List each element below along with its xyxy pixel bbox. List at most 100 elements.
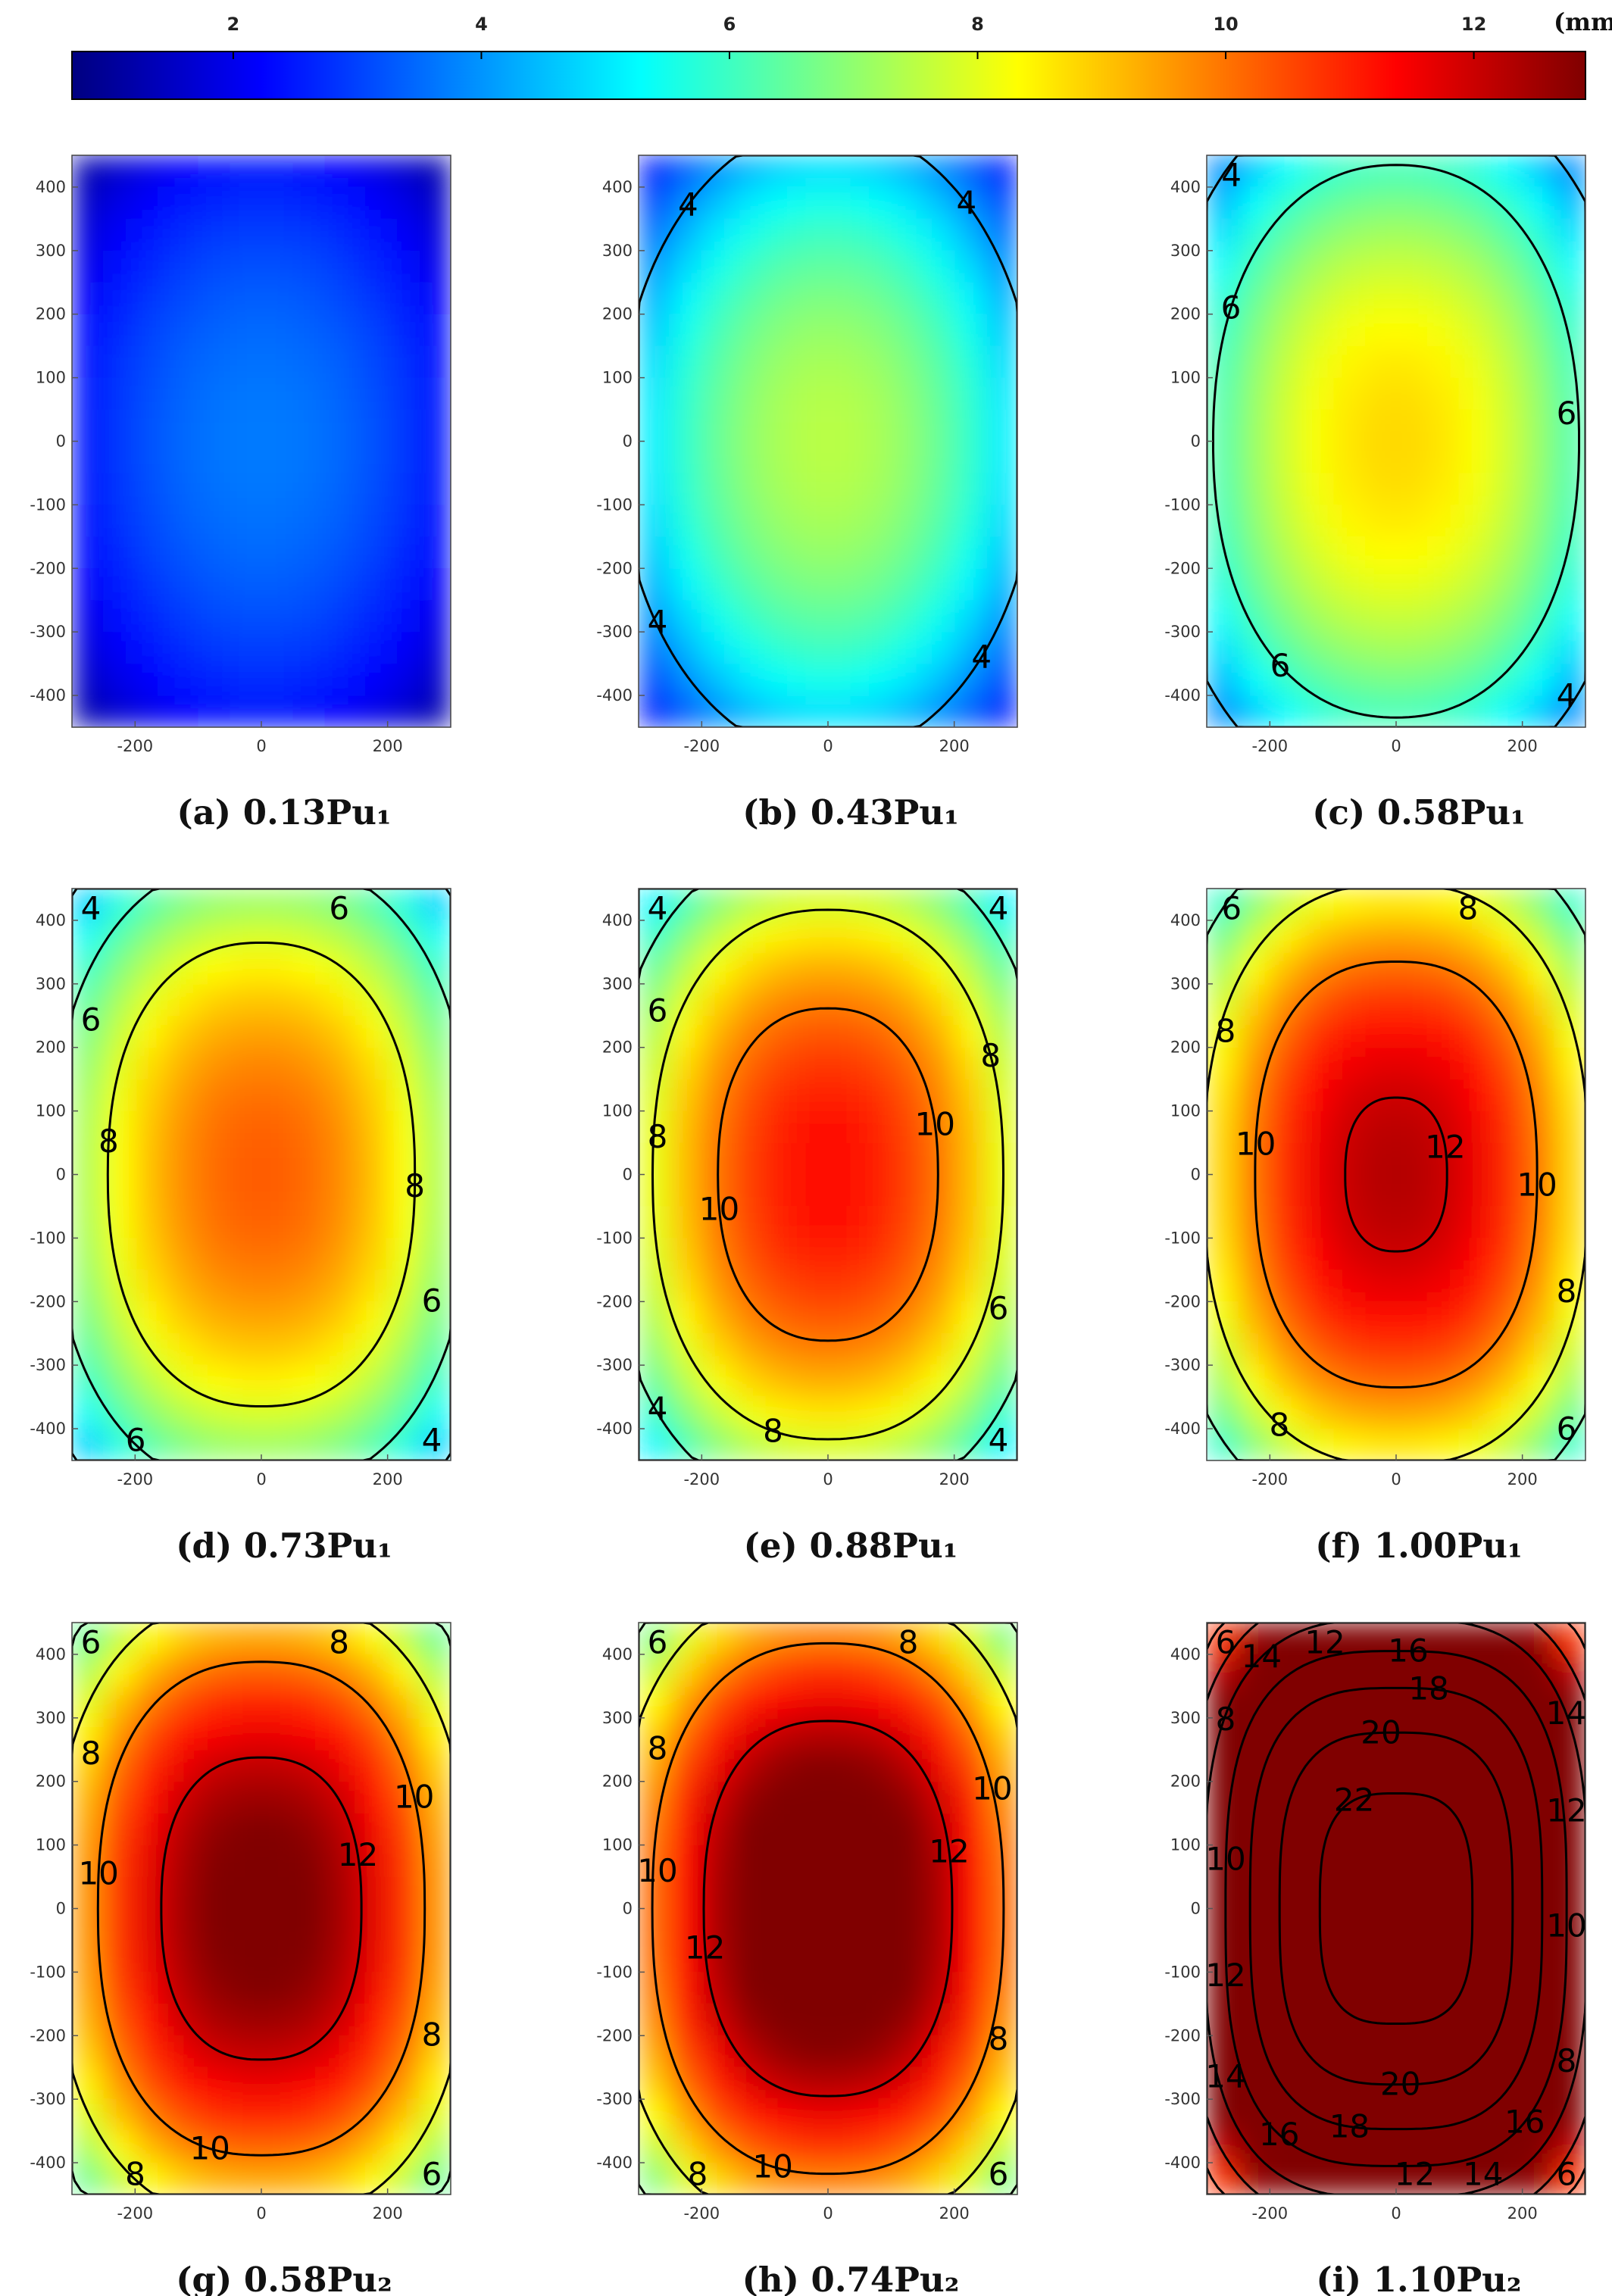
heatmap-cell — [796, 186, 829, 220]
heatmap-cell — [670, 600, 702, 633]
heatmap-cell — [198, 1333, 230, 1366]
heatmap-cell — [639, 1365, 671, 1398]
heatmap-cell — [733, 2035, 766, 2068]
heatmap-cell — [72, 2131, 105, 2163]
heatmap-cell — [261, 1654, 294, 1687]
heatmap-cell — [733, 1685, 766, 1719]
heatmap-cell — [828, 345, 861, 379]
heatmap-cell — [292, 983, 325, 1017]
contour-label: 6 — [1557, 1410, 1577, 1447]
heatmap-cell — [167, 920, 199, 953]
heatmap-cell — [670, 345, 702, 379]
heatmap-cell — [891, 1813, 923, 1846]
heatmap-cell — [1522, 1142, 1554, 1176]
heatmap-cell — [1459, 377, 1492, 411]
contour-line — [1207, 1623, 1585, 2194]
heatmap-cell — [419, 2099, 451, 2132]
heatmap-cell — [1207, 1845, 1239, 1878]
heatmap-cell — [986, 250, 1017, 283]
heatmap-cell — [1554, 2131, 1585, 2163]
heatmap-cell — [1459, 314, 1492, 347]
y-tick-label: 400 — [1170, 178, 1201, 196]
heatmap-cell — [670, 889, 702, 921]
heatmap-cell — [670, 1654, 702, 1687]
heatmap-cell — [356, 1429, 389, 1460]
heatmap-cell — [954, 2099, 986, 2132]
heatmap-cell — [72, 155, 105, 188]
heatmap-cell — [923, 218, 955, 251]
heatmap-cell — [1459, 345, 1492, 379]
heatmap-cell — [670, 568, 702, 601]
heatmap-cell — [419, 1270, 451, 1302]
heatmap-cell — [1238, 1397, 1270, 1429]
heatmap-cell — [72, 920, 105, 953]
heatmap-cell — [954, 2004, 986, 2036]
heatmap-cell — [796, 1047, 829, 1080]
heatmap-cell — [1491, 600, 1523, 633]
heatmap-cell — [167, 1047, 199, 1080]
heatmap-cell — [670, 1876, 702, 1910]
heatmap-cell — [1301, 600, 1334, 633]
heatmap-cell — [796, 218, 829, 251]
heatmap-cell — [292, 695, 325, 727]
heatmap-cell — [1301, 1238, 1334, 1270]
heatmap-cell — [701, 536, 734, 569]
heatmap-cell — [387, 2163, 420, 2194]
heatmap-cell — [167, 1623, 199, 1655]
heatmap-cell — [986, 568, 1017, 601]
heatmap-cell — [72, 1301, 105, 1334]
heatmap-cell — [701, 218, 734, 251]
heatmap-cell — [1207, 951, 1239, 985]
heatmap-cell — [198, 2099, 230, 2132]
heatmap-cell — [923, 983, 955, 1017]
heatmap-cell — [639, 1333, 671, 1366]
heatmap-cell — [796, 1685, 829, 1719]
heatmap-cell — [72, 1813, 105, 1846]
heatmap-cell — [828, 1685, 861, 1719]
heatmap-cell — [1396, 1142, 1429, 1176]
heatmap-cell — [356, 1079, 389, 1112]
heatmap-cell — [796, 504, 829, 537]
heatmap-cell — [891, 441, 923, 474]
heatmap-cell — [1301, 1876, 1334, 1910]
heatmap-cell — [1332, 1940, 1365, 1973]
contour-lines — [639, 1623, 1017, 2194]
heatmap-cell — [324, 664, 357, 696]
heatmap-cell — [1491, 1908, 1523, 1941]
heatmap-cell — [954, 536, 986, 569]
heatmap-cell — [733, 1940, 766, 1973]
heatmap-cell — [986, 218, 1017, 251]
heatmap-cell — [670, 1845, 702, 1878]
heatmap-cell — [356, 1972, 389, 2004]
heatmap-cell — [891, 2035, 923, 2068]
heatmap-cell — [387, 695, 420, 727]
heatmap-cell — [986, 1142, 1017, 1176]
heatmap-cell — [764, 473, 797, 505]
contour-label: 4 — [1557, 676, 1577, 714]
contour-label: 10 — [699, 1190, 739, 1227]
heatmap-cell — [1396, 1940, 1429, 1973]
heatmap-cell — [198, 695, 230, 727]
heatmap-cell — [923, 186, 955, 220]
heatmap-cell — [1554, 1238, 1585, 1270]
heatmap-cell — [891, 250, 923, 283]
heatmap-cell — [1396, 951, 1429, 985]
heatmap-cell — [986, 1047, 1017, 1080]
y-tick-label: 400 — [36, 178, 66, 196]
heatmap-cell — [639, 1429, 671, 1460]
heatmap-cell — [261, 282, 294, 315]
heatmap-cell — [1270, 441, 1302, 474]
heatmap-cell — [419, 186, 451, 220]
heatmap-cell — [1491, 920, 1523, 953]
heatmap-cell — [103, 1685, 136, 1719]
heatmap-cell — [701, 2163, 734, 2194]
heatmap-cell — [135, 2131, 167, 2163]
heatmap-cell — [891, 1365, 923, 1398]
heatmap-cell — [701, 377, 734, 411]
heatmap-cell — [292, 504, 325, 537]
heatmap-cell — [356, 1238, 389, 1270]
heatmap-cell — [1364, 920, 1397, 953]
heatmap-cell — [324, 1397, 357, 1429]
heatmap-cell — [1332, 1654, 1365, 1687]
